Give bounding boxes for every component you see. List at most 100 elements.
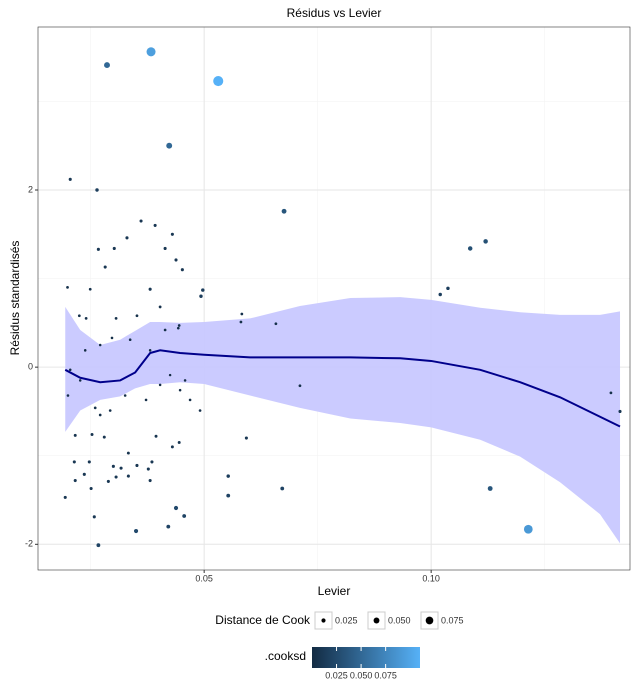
point <box>96 247 100 251</box>
point <box>153 223 157 227</box>
point <box>168 373 172 377</box>
colorbar-label: 0.050 <box>350 670 373 680</box>
point <box>146 47 156 57</box>
colorbar <box>312 647 420 668</box>
y-tick-label: -2 <box>25 539 33 549</box>
point <box>108 409 112 412</box>
y-axis-label: Résidus standardisés <box>8 241 22 356</box>
point <box>139 219 143 223</box>
point <box>73 478 77 483</box>
point <box>150 460 154 464</box>
point <box>609 391 613 395</box>
point <box>198 409 202 412</box>
point <box>128 338 132 341</box>
point <box>63 495 67 499</box>
point <box>82 472 86 476</box>
panel-border <box>37 26 631 571</box>
point <box>103 265 107 269</box>
point <box>274 322 278 326</box>
point <box>446 286 450 291</box>
point <box>135 463 139 468</box>
point <box>68 177 72 181</box>
point <box>144 398 148 402</box>
point <box>114 317 118 320</box>
point <box>104 62 110 69</box>
point <box>239 320 243 324</box>
point <box>298 384 302 388</box>
point <box>110 336 114 340</box>
legend-label: 0.075 <box>441 615 464 625</box>
point <box>84 317 88 320</box>
point <box>77 314 81 318</box>
point <box>177 324 181 327</box>
point <box>126 451 130 455</box>
point <box>98 343 102 347</box>
point <box>114 475 118 479</box>
point <box>166 524 171 529</box>
confidence-band <box>65 297 621 544</box>
point <box>166 142 173 149</box>
point <box>523 524 533 534</box>
point <box>438 292 442 297</box>
point <box>158 383 162 387</box>
point <box>83 349 87 352</box>
point <box>183 379 187 382</box>
point <box>170 445 174 449</box>
point <box>176 326 180 330</box>
point <box>467 246 473 251</box>
colorbar-label: 0.025 <box>325 670 348 680</box>
point <box>88 287 92 291</box>
point <box>154 434 158 438</box>
point <box>146 467 150 471</box>
point <box>98 413 102 417</box>
legend-label: 0.050 <box>388 615 411 625</box>
point <box>199 294 203 299</box>
point <box>226 474 230 478</box>
point <box>119 466 123 470</box>
point <box>96 543 101 548</box>
point <box>188 398 192 402</box>
smooth-line <box>64 349 621 428</box>
x-tick-label: 0.10 <box>422 573 440 583</box>
point <box>90 432 94 436</box>
point <box>180 268 184 272</box>
point <box>93 406 97 410</box>
point <box>111 464 115 468</box>
point <box>173 505 179 511</box>
point <box>92 515 96 519</box>
point <box>102 435 106 439</box>
point <box>89 486 93 491</box>
point <box>123 394 127 397</box>
legend-dot <box>321 618 326 623</box>
point <box>213 75 224 87</box>
chart-title: Résidus vs Levier <box>287 6 382 20</box>
point <box>73 433 77 437</box>
colorbar-label: 0.075 <box>374 670 397 680</box>
point <box>66 286 69 289</box>
point <box>148 287 152 291</box>
point <box>178 388 182 392</box>
point <box>125 236 129 240</box>
point <box>182 514 187 518</box>
point <box>226 493 231 498</box>
point <box>106 479 110 483</box>
legend-dot <box>425 616 434 625</box>
legend-label: 0.025 <box>335 615 358 625</box>
point <box>177 440 181 444</box>
point <box>280 486 285 491</box>
point <box>66 394 70 397</box>
point <box>112 246 116 251</box>
point <box>87 460 91 464</box>
point <box>618 409 622 413</box>
point <box>483 239 488 244</box>
y-tick-label: 2 <box>28 184 33 194</box>
point <box>240 312 244 316</box>
point <box>135 314 139 318</box>
point <box>170 232 174 236</box>
plot-panel <box>38 27 630 570</box>
point <box>163 328 167 332</box>
point <box>174 258 178 262</box>
point <box>68 368 72 372</box>
